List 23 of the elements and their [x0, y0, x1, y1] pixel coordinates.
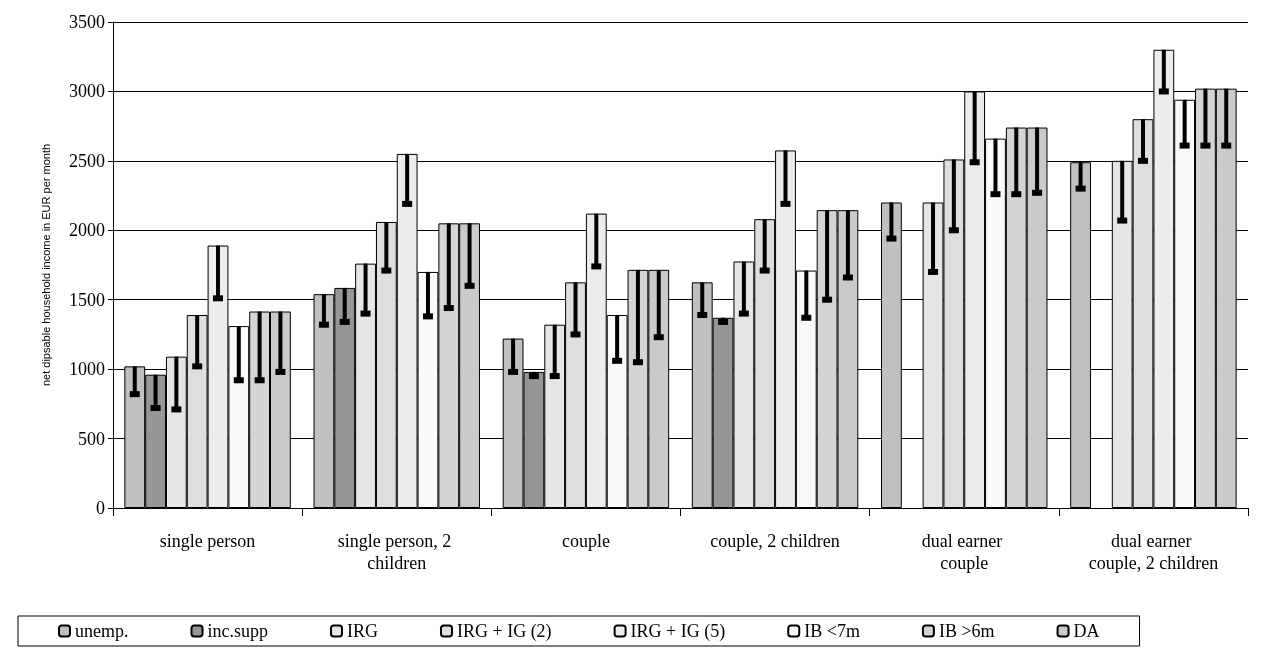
x-tick-label: dual earner couple, 2 children — [1088, 531, 1219, 573]
legend-label: DA — [1073, 621, 1100, 641]
legend-label: IB <7m — [804, 621, 860, 641]
legend-label: unemp. — [75, 621, 129, 641]
y-tick-label: 1500 — [69, 289, 105, 310]
y-tick-label: 2500 — [69, 150, 105, 171]
legend-label: IB >6m — [938, 621, 995, 641]
legend-label: inc.supp — [207, 621, 268, 641]
x-tick-label: couple — [561, 531, 610, 551]
legend-label: IRG + IG (5) — [630, 621, 726, 642]
legend-label: IRG — [346, 621, 378, 641]
x-tick-label: single person — [159, 531, 256, 551]
y-axis-title: net dipsable household income in EUR per month — [39, 143, 52, 387]
legend-label: IRG + IG (2) — [456, 621, 552, 642]
x-tick-label: dual earner couple — [921, 531, 1007, 573]
y-tick-label: 3000 — [69, 81, 105, 102]
y-tick-label: 3500 — [69, 12, 105, 32]
y-tick-label: 0 — [96, 498, 105, 518]
x-tick-label: couple, 2 children — [710, 531, 840, 551]
y-tick-label: 2000 — [69, 220, 105, 241]
y-tick-label: 500 — [78, 428, 105, 449]
x-tick-label: single person, 2 children — [337, 531, 456, 573]
y-tick-label: 1000 — [69, 359, 105, 380]
